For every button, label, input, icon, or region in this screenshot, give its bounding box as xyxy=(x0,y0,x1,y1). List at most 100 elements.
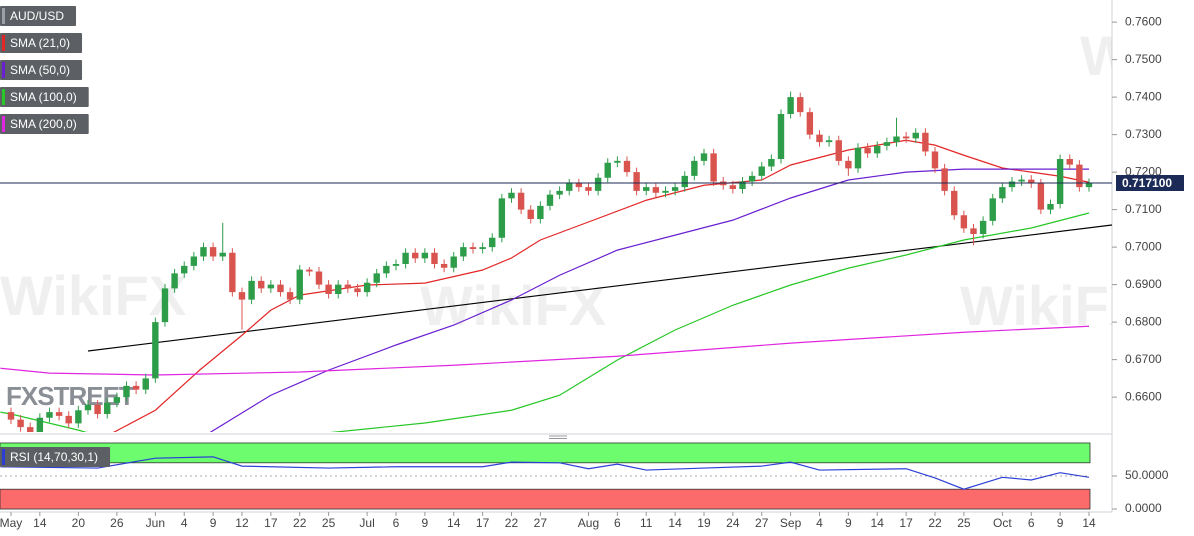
candle-body xyxy=(277,284,284,293)
x-tick-label: 14 xyxy=(1082,516,1096,530)
x-tick-label: 24 xyxy=(726,516,740,530)
y-tick-label: 0.6900 xyxy=(1125,277,1162,291)
candle-body xyxy=(623,160,631,173)
candle-body xyxy=(941,168,948,191)
candle-body xyxy=(142,378,149,390)
candle-body xyxy=(27,427,34,432)
x-tick-label: 6 xyxy=(393,516,400,530)
x-tick-label: 19 xyxy=(697,516,711,530)
x-tick-label: Sep xyxy=(780,516,802,530)
candle-body xyxy=(450,256,457,268)
x-tick-label: Jul xyxy=(359,516,374,530)
x-tick-label: 27 xyxy=(534,516,548,530)
candle-body xyxy=(238,292,246,300)
x-tick-label: 22 xyxy=(293,516,307,530)
candle-body xyxy=(1008,181,1016,188)
candle-body xyxy=(979,220,987,234)
x-tick-label: 27 xyxy=(755,516,769,530)
candle-body xyxy=(171,273,178,289)
candle-body xyxy=(874,145,881,154)
candle-body xyxy=(1028,179,1035,184)
legend-swatch xyxy=(2,35,5,51)
x-tick-label: 9 xyxy=(422,516,429,530)
candle-body xyxy=(806,112,814,135)
candle-body xyxy=(200,247,207,257)
candle-body xyxy=(1066,159,1073,165)
candle-body xyxy=(912,132,919,139)
legend-label: SMA (21,0) xyxy=(10,36,70,50)
y-tick-label: 0.7400 xyxy=(1125,89,1162,103)
candle-body xyxy=(883,142,891,146)
legend-box xyxy=(0,87,89,107)
candle-body xyxy=(652,187,660,193)
x-tick-label: 25 xyxy=(957,516,971,530)
candle-body xyxy=(787,97,794,114)
x-tick-label: 22 xyxy=(928,516,942,530)
candle-body xyxy=(691,160,698,176)
candle-body xyxy=(922,132,929,152)
candle-body xyxy=(902,136,910,139)
x-tick-label: 12 xyxy=(235,516,249,530)
candle-body xyxy=(1085,183,1093,188)
candle-body xyxy=(65,415,72,424)
candle-body xyxy=(931,151,939,169)
candle-body xyxy=(479,247,486,249)
y-tick-label: 0.6700 xyxy=(1125,352,1162,366)
candle-body xyxy=(325,284,332,294)
candle-body xyxy=(643,187,650,191)
candle-body xyxy=(739,181,746,189)
candle-body xyxy=(431,252,438,264)
candle-body xyxy=(893,136,900,143)
x-tick-label: 4 xyxy=(816,516,823,530)
candle-body xyxy=(55,412,63,416)
candle-body xyxy=(585,187,592,191)
candle-body xyxy=(402,252,409,264)
candle-body xyxy=(1037,183,1045,210)
candle-body xyxy=(1076,164,1083,188)
y-tick-label: 0.0000 xyxy=(1125,501,1162,515)
x-tick-label: Jun xyxy=(146,516,165,530)
legend-box xyxy=(0,6,77,26)
candle-body xyxy=(113,397,121,403)
candle-body xyxy=(816,134,823,143)
x-tick-label: 17 xyxy=(264,516,278,530)
candle-body xyxy=(229,252,236,293)
y-tick-label: 0.6600 xyxy=(1125,389,1162,403)
candle-body xyxy=(951,190,958,216)
candle-body xyxy=(373,273,380,283)
line-series xyxy=(0,325,1090,376)
candle-body xyxy=(960,215,968,229)
y-tick-label: 50.0000 xyxy=(1125,468,1169,482)
candle-body xyxy=(132,385,140,390)
candle-body xyxy=(825,140,833,143)
y-tick-label: 0.7100 xyxy=(1125,202,1162,216)
candle-body xyxy=(768,159,775,167)
candle-body xyxy=(1047,204,1054,210)
candle-body xyxy=(989,198,996,221)
candle-body xyxy=(94,404,101,414)
candle-body xyxy=(123,385,130,398)
candle-body xyxy=(970,228,977,234)
x-tick-label: May xyxy=(0,516,22,530)
watermark: WikiFX xyxy=(1080,24,1194,87)
candle-body xyxy=(354,288,361,293)
candle-body xyxy=(489,237,496,248)
candle-body xyxy=(181,265,188,274)
candle-body xyxy=(219,252,226,257)
candle-body xyxy=(7,412,15,420)
candle-body xyxy=(498,198,506,238)
candle-body xyxy=(614,160,621,163)
candle-body xyxy=(335,284,342,294)
candle-body xyxy=(190,256,198,266)
x-tick-label: 9 xyxy=(1057,516,1064,530)
x-tick-label: 9 xyxy=(210,516,217,530)
zone xyxy=(0,442,1091,464)
candle-body xyxy=(681,175,688,188)
candle-body xyxy=(556,190,563,195)
candle-body xyxy=(845,160,852,169)
x-tick-label: 14 xyxy=(447,516,461,530)
x-tick-label: 14 xyxy=(33,516,47,530)
candle-body xyxy=(1056,159,1064,204)
plot-area: WikiFXWikiFXWikiFXWikiFXFXSTREET xyxy=(0,24,1194,432)
x-tick-label: Oct xyxy=(993,516,1012,530)
